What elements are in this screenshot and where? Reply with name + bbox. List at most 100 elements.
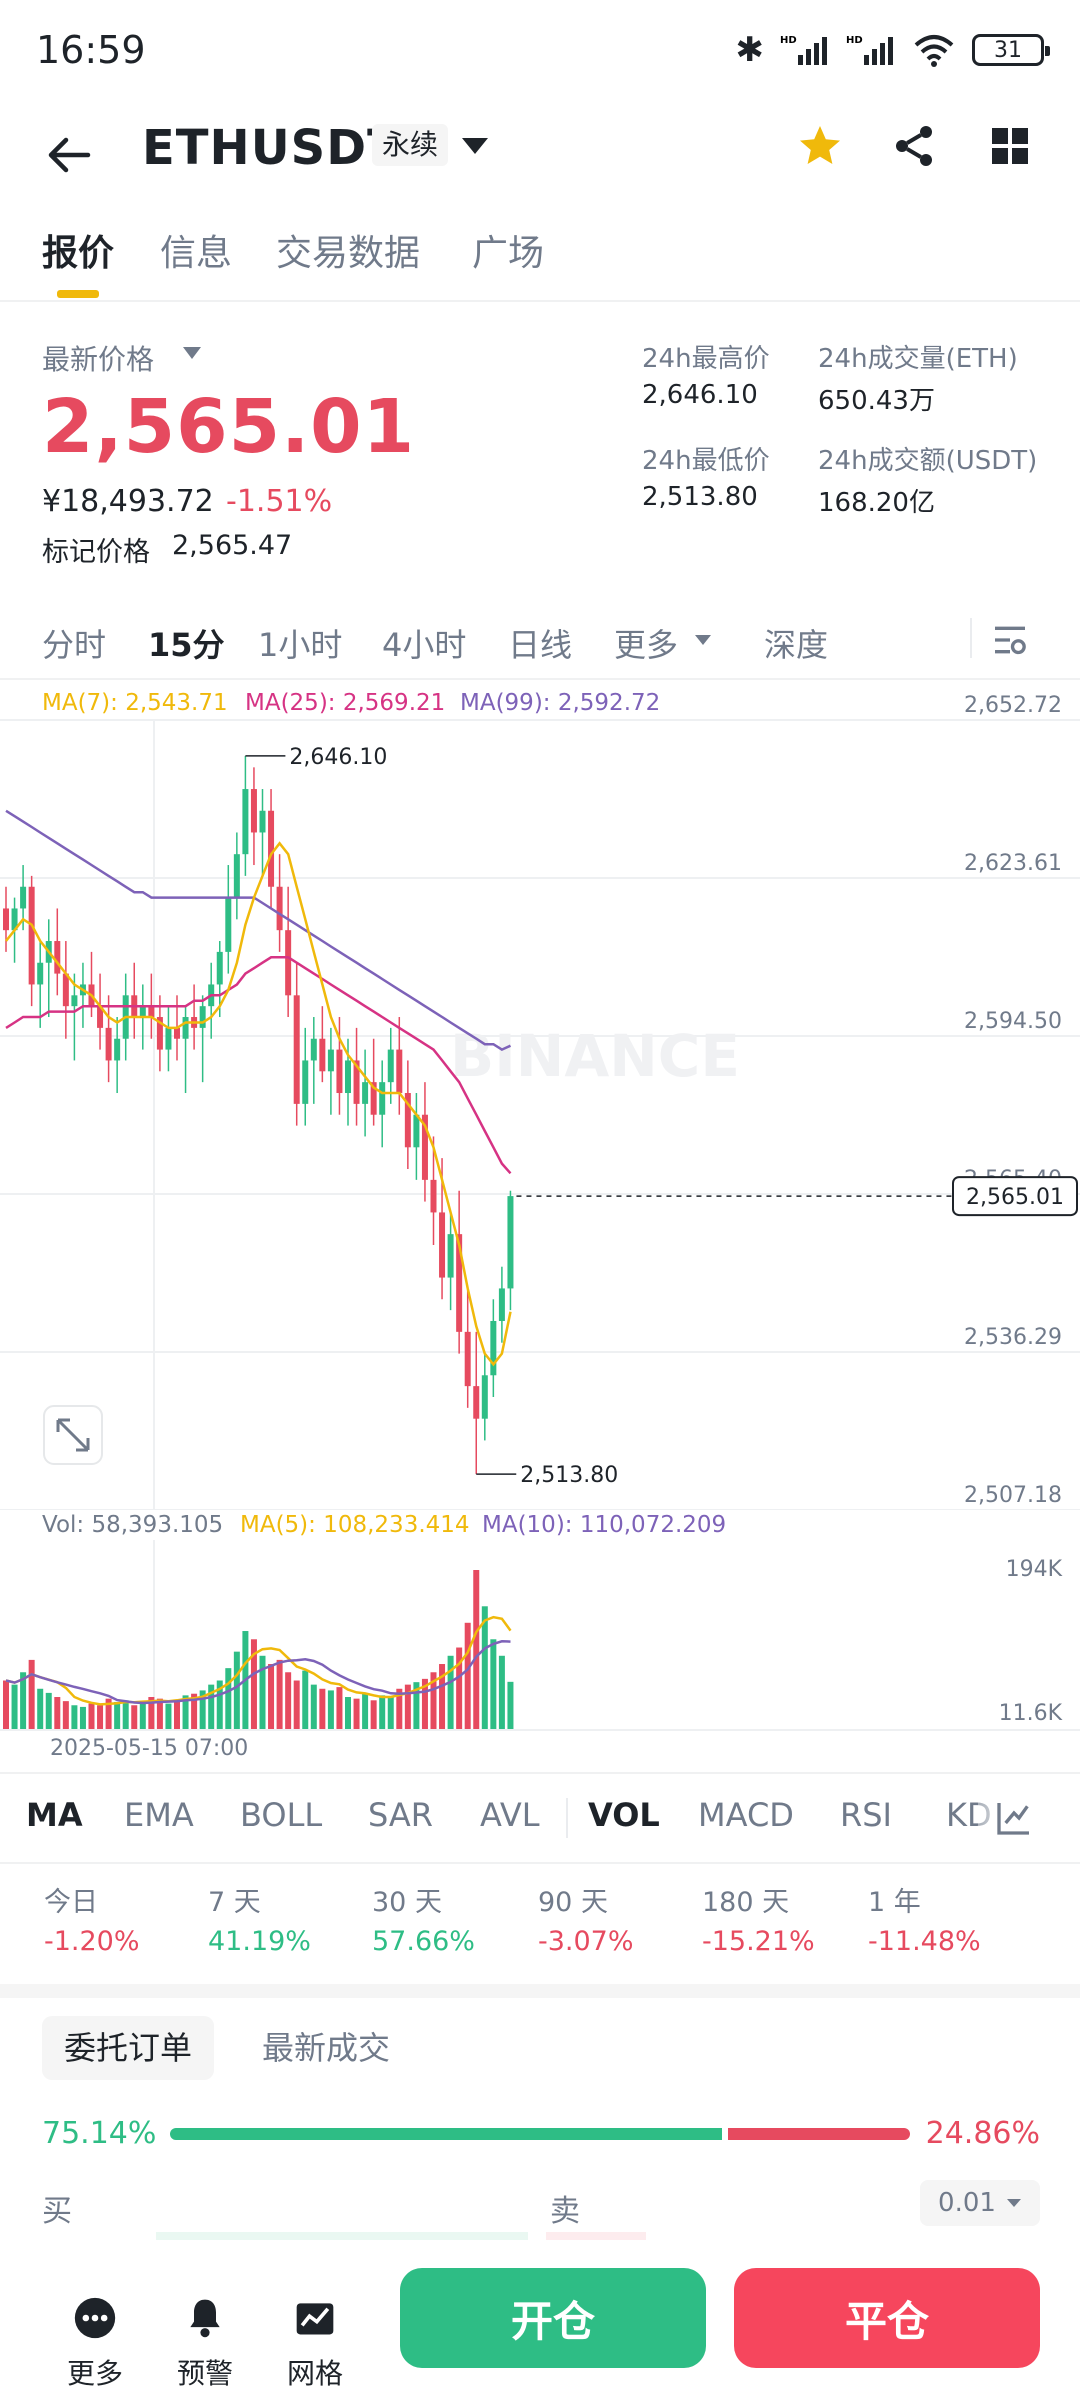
- volume-bar: [370, 1700, 377, 1730]
- interval-line[interactable]: 分时: [42, 626, 107, 664]
- latest-price-label[interactable]: 最新价格: [42, 343, 155, 376]
- volume-bar: [131, 1705, 138, 1730]
- ind-vol[interactable]: VOL: [588, 1796, 660, 1834]
- tab-quote[interactable]: 报价: [42, 233, 115, 274]
- candle-body: [498, 1288, 505, 1321]
- volume-bar: [336, 1687, 343, 1730]
- volume-bar: [413, 1682, 420, 1730]
- contract-tag: 永续: [372, 124, 449, 166]
- candle-body: [319, 1038, 326, 1072]
- volume-bar: [3, 1680, 9, 1730]
- cny-price: ¥18,493.72: [42, 484, 214, 519]
- share-icon[interactable]: [890, 122, 938, 170]
- volume-bar: [233, 1651, 240, 1730]
- price-change-pct: -1.51%: [226, 484, 333, 519]
- volume-bar: [79, 1706, 86, 1730]
- volume-chart[interactable]: 194K 11.6K: [0, 1540, 1080, 1740]
- interval-depth[interactable]: 深度: [764, 626, 829, 664]
- tab-recent-trades[interactable]: 最新成交: [262, 2029, 391, 2067]
- ind-macd[interactable]: MACD: [698, 1796, 794, 1834]
- interval-more[interactable]: 更多: [614, 626, 679, 664]
- candlestick-chart[interactable]: BINANCE 2,652.722,623.612,594.502,565.40…: [0, 680, 1080, 1510]
- candle-body: [387, 1049, 394, 1083]
- volume-bar: [379, 1695, 386, 1730]
- ind-sar[interactable]: SAR: [368, 1796, 434, 1834]
- buy-sell-ratio-bar: [170, 2128, 910, 2140]
- perf-label-1y: 1 年: [868, 1887, 921, 1918]
- symbol-title[interactable]: ETHUSDT: [142, 120, 401, 176]
- interval-1d[interactable]: 日线: [508, 626, 573, 664]
- grid-trading-icon: [296, 2303, 334, 2335]
- close-position-button[interactable]: 平仓: [734, 2268, 1040, 2368]
- candle-body: [28, 886, 35, 985]
- tab-info[interactable]: 信息: [160, 233, 233, 274]
- tab-square[interactable]: 广场: [472, 233, 545, 274]
- indicator-tabs: MA EMA BOLL SAR AVL VOL MACD RSI KD: [0, 1772, 1080, 1864]
- battery-icon: 31: [972, 34, 1050, 66]
- ind-rsi[interactable]: RSI: [840, 1796, 892, 1834]
- indicator-settings-icon[interactable]: [994, 1798, 1034, 1838]
- interval-15m[interactable]: 15分: [148, 626, 225, 664]
- candle-body: [473, 1386, 480, 1419]
- candle-body: [293, 995, 300, 1104]
- back-arrow-icon[interactable]: [46, 132, 92, 178]
- volume-bar: [28, 1659, 35, 1730]
- ma25-line: [5, 956, 512, 1175]
- perf-label-180d: 180 天: [702, 1887, 790, 1918]
- open-position-button[interactable]: 开仓: [400, 2268, 706, 2368]
- candle-body: [37, 962, 44, 985]
- volume-bar: [473, 1570, 480, 1730]
- perf-value-180d: -15.21%: [702, 1926, 815, 1957]
- volume-bar: [114, 1701, 121, 1730]
- volume-bar: [165, 1703, 172, 1730]
- favorite-star-icon[interactable]: [796, 122, 844, 170]
- ind-boll[interactable]: BOLL: [240, 1796, 323, 1834]
- candle-body: [11, 908, 18, 931]
- precision-selector[interactable]: 0.01: [920, 2180, 1040, 2226]
- expand-chart-button[interactable]: [43, 1405, 103, 1465]
- candle-body: [174, 1027, 180, 1039]
- grid-label: 网格: [286, 2357, 343, 2390]
- alert-button[interactable]: 预警: [160, 2296, 250, 2392]
- perf-label-90d: 90 天: [538, 1887, 608, 1918]
- signal-icon-2: HD: [846, 35, 893, 65]
- chart-settings-icon[interactable]: [990, 620, 1030, 660]
- ind-ema[interactable]: EMA: [124, 1796, 194, 1834]
- order-tabs: 委托订单 最新成交: [0, 1984, 1080, 2094]
- interval-1h[interactable]: 1小时: [258, 626, 343, 664]
- volume-bar: [481, 1606, 488, 1730]
- ma7-legend: MA(7): 2,543.71: [42, 690, 228, 716]
- buy-depth-bar: [156, 2232, 528, 2242]
- volume-bar: [447, 1655, 454, 1730]
- tab-active-indicator: [57, 290, 99, 298]
- more-dropdown-icon[interactable]: [694, 634, 712, 646]
- more-label: 更多: [66, 2357, 123, 2390]
- tab-trading-data[interactable]: 交易数据: [276, 233, 421, 274]
- tab-order-book[interactable]: 委托订单: [42, 2016, 215, 2080]
- candle-body: [62, 973, 69, 1007]
- candle-body: [362, 1082, 369, 1104]
- header: ETHUSDT 永续: [0, 100, 1080, 210]
- volume-bar: [362, 1693, 369, 1730]
- volume-bar: [54, 1697, 61, 1730]
- candle-body: [370, 1082, 377, 1115]
- candle-body: [379, 1082, 386, 1115]
- y-axis-label: 2,652.72: [964, 693, 1062, 718]
- grid-menu-icon[interactable]: [986, 122, 1034, 170]
- candle-body: [216, 951, 223, 985]
- more-button[interactable]: 更多: [50, 2296, 140, 2392]
- y-axis-label: 2,594.50: [964, 1009, 1062, 1034]
- candle-body: [421, 1114, 428, 1180]
- ind-ma[interactable]: MA: [26, 1796, 83, 1834]
- status-bar: 16:59 ✱ HD HD 31: [0, 0, 1080, 100]
- candle-body: [3, 908, 9, 931]
- symbol-dropdown-icon[interactable]: [460, 134, 490, 158]
- volume-bar: [387, 1697, 394, 1730]
- interval-4h[interactable]: 4小时: [382, 626, 467, 664]
- alert-label: 预警: [176, 2357, 233, 2390]
- ind-avl[interactable]: AVL: [480, 1796, 540, 1834]
- grid-trading-button[interactable]: 网格: [270, 2296, 360, 2392]
- price-type-dropdown-icon[interactable]: [182, 346, 202, 360]
- buy-label: 买: [42, 2194, 72, 2229]
- candle-body: [20, 886, 27, 909]
